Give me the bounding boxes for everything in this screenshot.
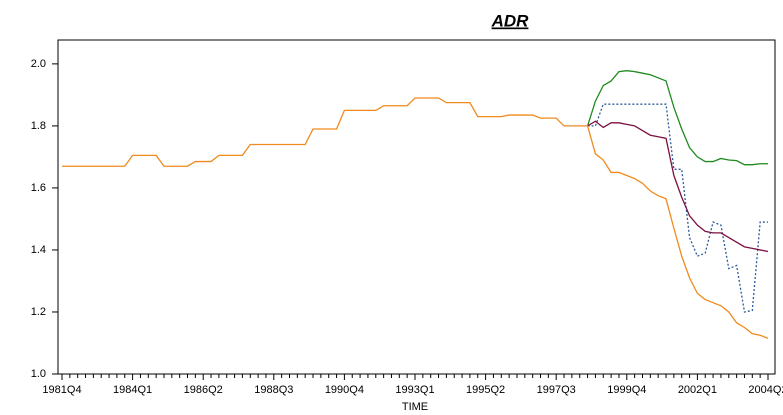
plot-frame xyxy=(57,39,776,375)
y-tick-label: 1.6 xyxy=(31,182,46,194)
x-tick-label: 1986Q2 xyxy=(184,384,223,396)
x-tick-label: 1988Q3 xyxy=(254,384,293,396)
y-tick-label: 1.2 xyxy=(31,306,46,318)
x-tick-label: 1990Q4 xyxy=(325,384,364,396)
x-axis-title: TIME xyxy=(402,401,428,413)
x-tick-label: 2004Q2 xyxy=(748,384,783,396)
y-tick-label: 1.0 xyxy=(31,368,46,380)
y-tick-label: 1.4 xyxy=(31,244,46,256)
series-line xyxy=(62,97,769,339)
x-tick-label: 2002Q1 xyxy=(678,384,717,396)
x-tick-label: 1981Q4 xyxy=(42,384,81,396)
x-tick-label: 1993Q1 xyxy=(395,384,434,396)
x-tick-label: 1984Q1 xyxy=(113,384,152,396)
chart-title: ADR xyxy=(491,11,530,30)
series-line xyxy=(587,120,769,253)
series-line xyxy=(587,103,768,313)
x-tick-label: 1999Q4 xyxy=(607,384,646,396)
x-tick-label: 1995Q2 xyxy=(466,384,505,396)
x-tick-label: 1997Q3 xyxy=(537,384,576,396)
y-tick-label: 2.0 xyxy=(31,58,46,70)
y-tick-label: 1.8 xyxy=(31,120,46,132)
series-line xyxy=(586,70,768,166)
